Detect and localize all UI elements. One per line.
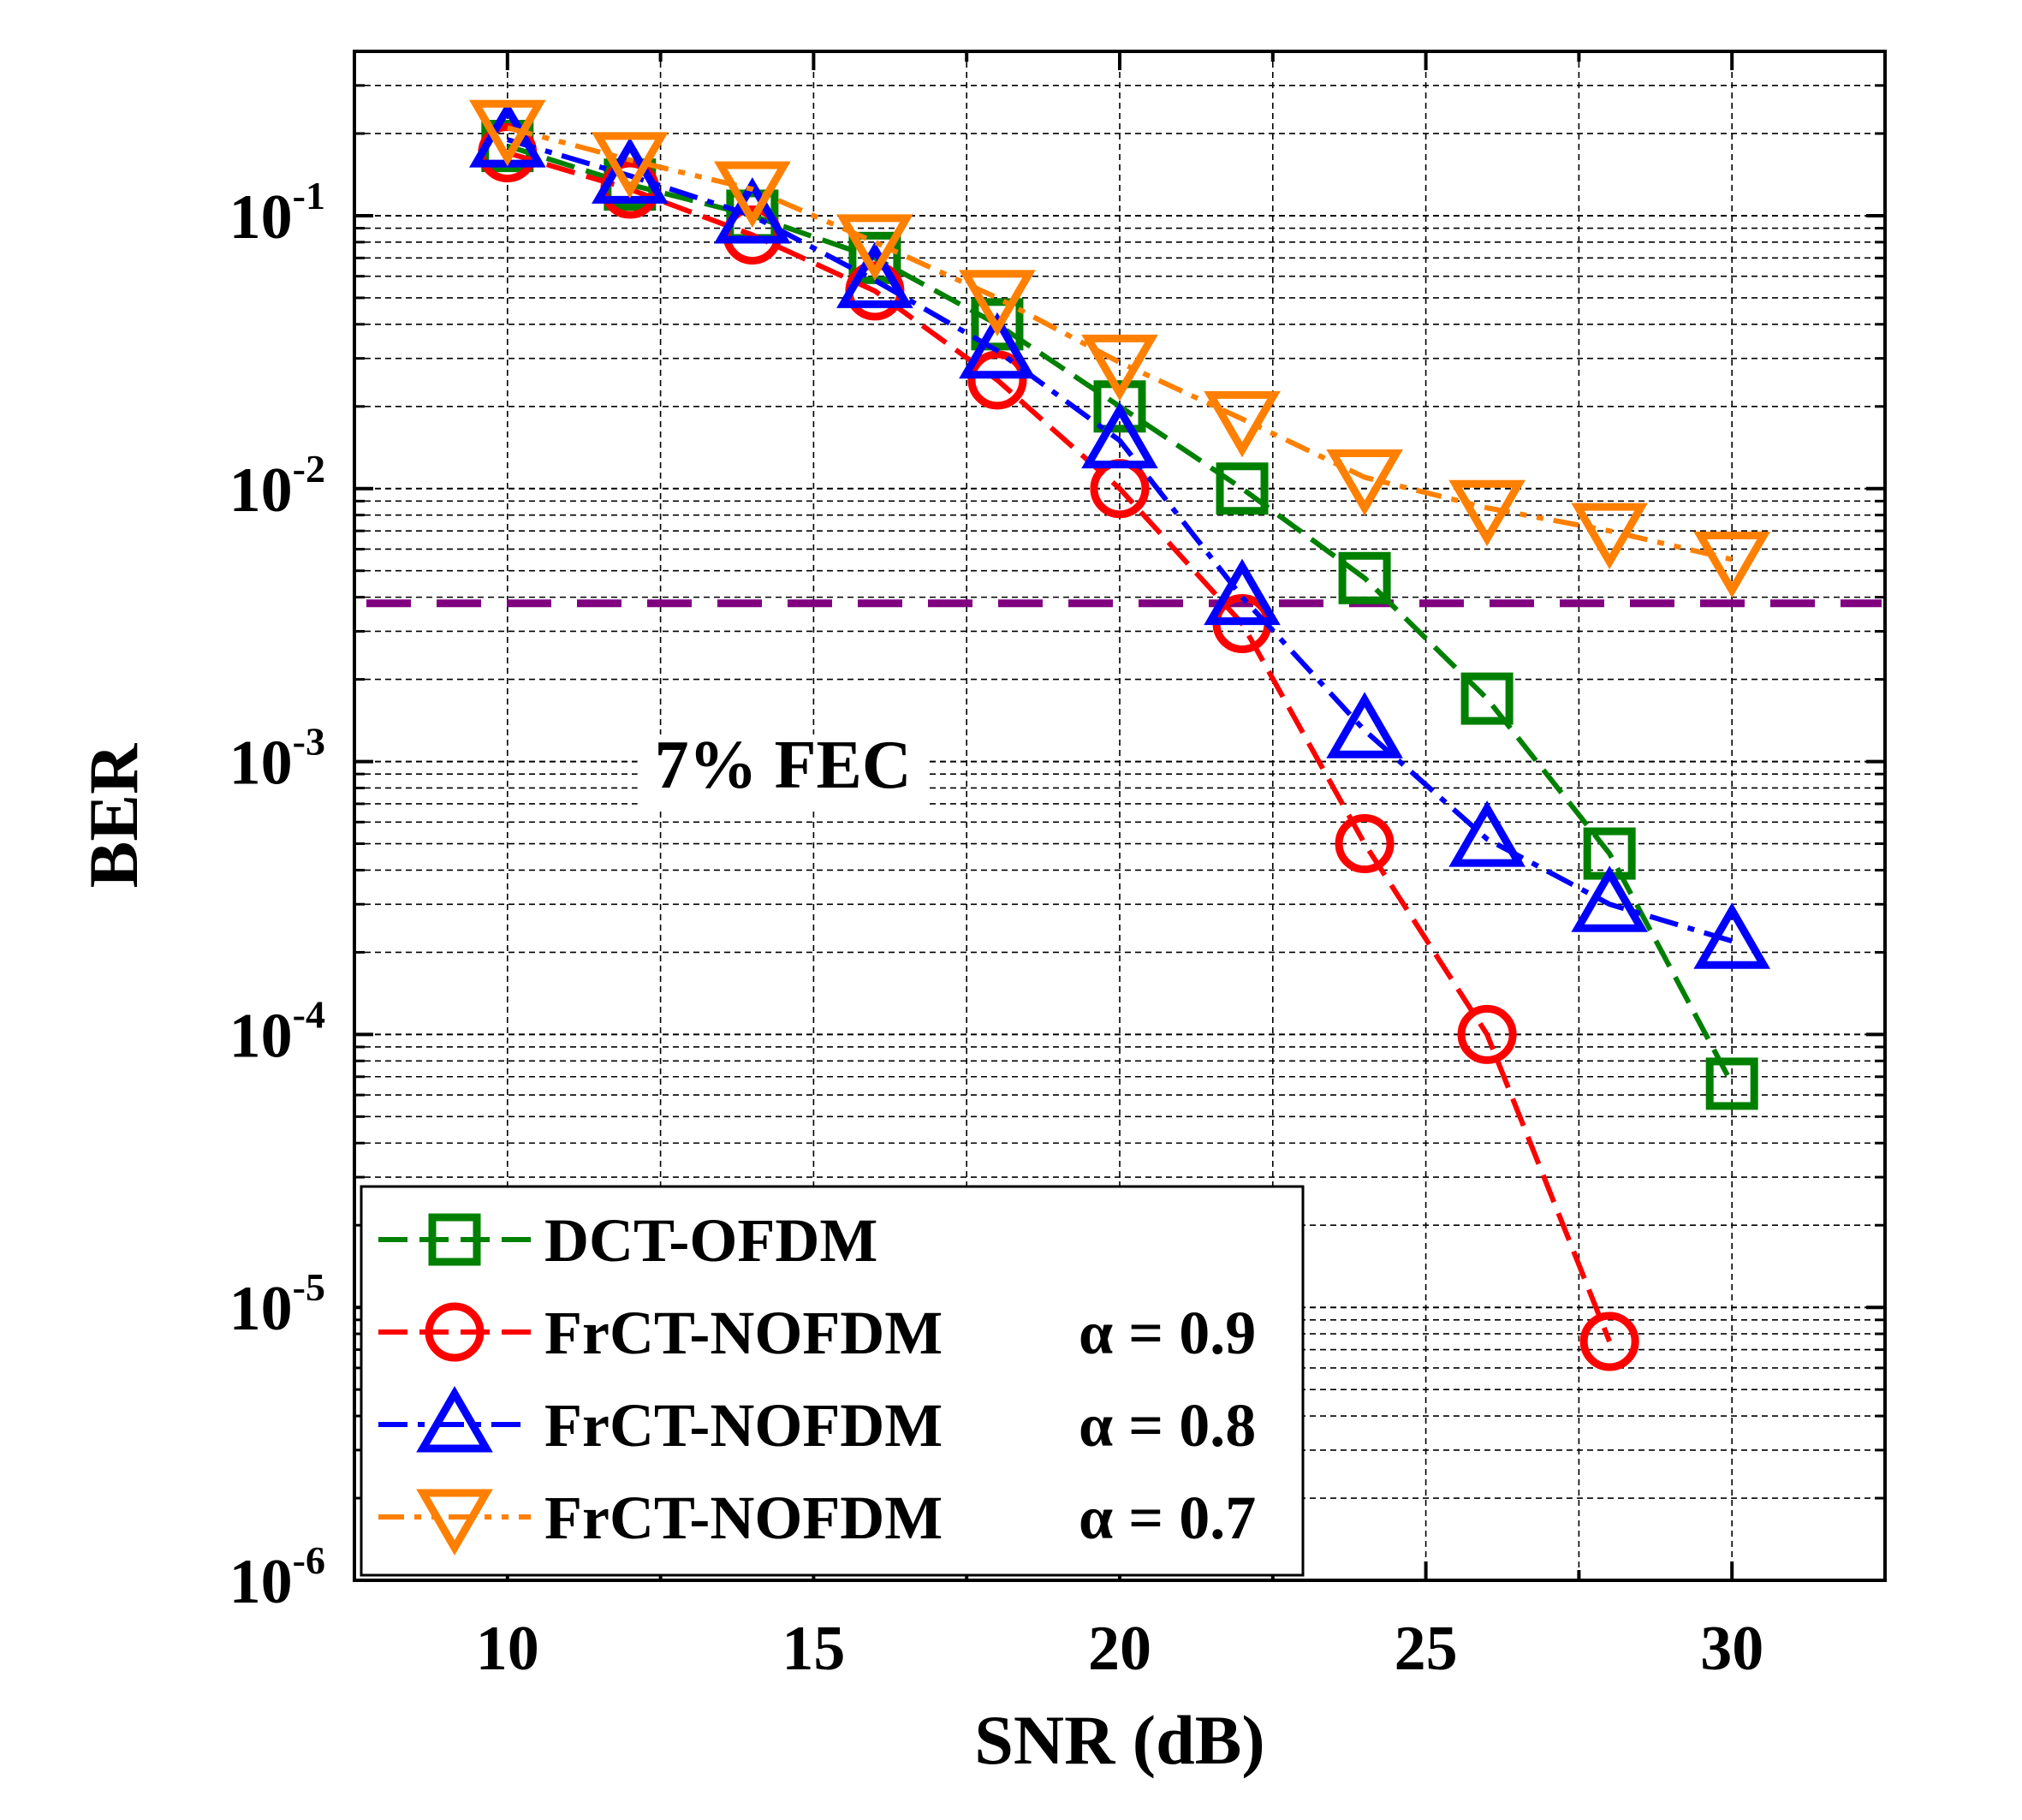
- data-point: [1081, 334, 1158, 401]
- x-tick-label: 30: [1700, 1614, 1763, 1684]
- x-tick-label: 10: [476, 1614, 539, 1684]
- y-tick-label: 10-1: [229, 174, 325, 253]
- data-point: [469, 99, 546, 167]
- legend-alpha-label: α = 0.8: [1079, 1391, 1256, 1460]
- legend-marker: [425, 1302, 485, 1362]
- y-tick-label: 10-4: [229, 992, 325, 1071]
- data-point: [1693, 902, 1770, 969]
- y-tick-label: 10-2: [229, 447, 325, 526]
- legend-label: FrCT-NOFDM: [544, 1299, 943, 1367]
- data-point: [1204, 390, 1281, 458]
- y-tick-label: 10-3: [229, 720, 325, 799]
- data-point: [1338, 551, 1391, 604]
- x-tick-label: 20: [1088, 1614, 1151, 1684]
- axes-layer: 10 15 20 25 30 10-1 10-2 10-3 10-4 10-5 10-6 SNR (d…: [74, 50, 1887, 1779]
- legend-entry: DCT-OFDM: [378, 1206, 877, 1275]
- fec-threshold-label: 7% FEC: [655, 728, 912, 803]
- series-3: [469, 99, 1770, 598]
- data-point: [1693, 532, 1770, 598]
- data-point: [1081, 401, 1158, 469]
- legend-marker: [416, 1386, 493, 1453]
- data-point: [1326, 449, 1403, 516]
- data-point: [1335, 814, 1395, 874]
- series-line: [506, 150, 1612, 1343]
- y-tick-label: 10-6: [229, 1538, 325, 1617]
- data-point: [592, 132, 669, 199]
- legend-layer: DCT-OFDM FrCT-NOFDM α = 0.9 FrCT-NOFDM α = 0…: [360, 1185, 1305, 1577]
- data-point: [1204, 558, 1281, 626]
- legend-marker: [416, 1489, 493, 1555]
- y-axis-title: BER: [74, 743, 152, 888]
- data-point: [714, 161, 791, 229]
- legend-label: DCT-OFDM: [544, 1206, 877, 1275]
- data-point: [1571, 503, 1648, 570]
- data-point: [1093, 380, 1146, 433]
- legend-alpha-label: α = 0.9: [1079, 1299, 1256, 1367]
- legend-entry: FrCT-NOFDM α = 0.9: [378, 1299, 1256, 1367]
- data-point: [967, 350, 1027, 410]
- data-point: [592, 137, 669, 204]
- series-layer: [469, 99, 1770, 1371]
- data-point: [1216, 462, 1269, 515]
- y-tick-label: 10-5: [229, 1265, 325, 1344]
- data-point: [1460, 672, 1514, 725]
- data-point: [714, 176, 791, 244]
- data-point: [959, 312, 1036, 379]
- data-point: [1448, 800, 1525, 867]
- x-tick-label: 25: [1395, 1614, 1458, 1684]
- series-line: [506, 137, 1734, 944]
- data-point: [1571, 865, 1648, 932]
- fec-label-background: [637, 735, 929, 812]
- legend-alpha-label: α = 0.7: [1079, 1484, 1256, 1552]
- threshold-layer: 7% FEC: [366, 599, 1882, 812]
- data-point: [836, 241, 913, 308]
- x-tick-label: 15: [782, 1614, 845, 1684]
- data-point: [1579, 1311, 1639, 1371]
- legend-label: FrCT-NOFDM: [544, 1391, 943, 1460]
- x-axis-title: SNR (dB): [974, 1701, 1264, 1779]
- data-point: [1326, 692, 1403, 758]
- data-point: [971, 298, 1024, 351]
- data-point: [1457, 1004, 1517, 1064]
- legend-entry: FrCT-NOFDM α = 0.7: [378, 1484, 1256, 1555]
- data-point: [836, 214, 913, 281]
- data-point: [1448, 479, 1525, 547]
- legend-entry: FrCT-NOFDM α = 0.8: [378, 1386, 1256, 1460]
- legend-label: FrCT-NOFDM: [544, 1484, 943, 1552]
- data-point: [959, 270, 1036, 336]
- legend-box: [360, 1185, 1305, 1577]
- legend-marker: [428, 1213, 481, 1266]
- data-point: [1705, 1057, 1758, 1110]
